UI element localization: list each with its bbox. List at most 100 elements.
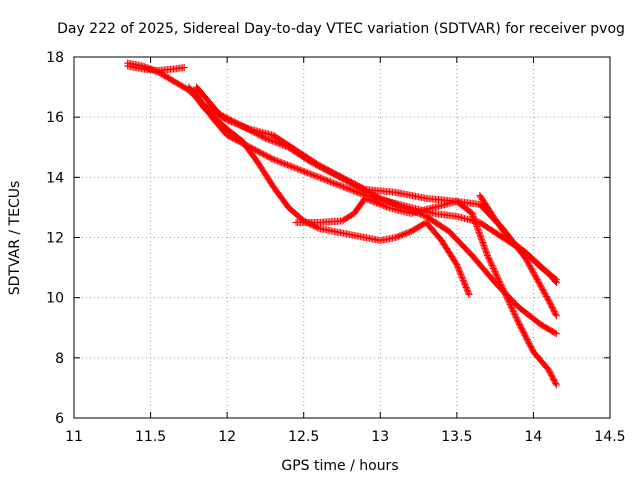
data-point [456, 269, 464, 277]
data-point [501, 289, 509, 297]
data-point [375, 200, 383, 208]
data-point [331, 180, 339, 188]
data-point [376, 194, 384, 202]
data-point [322, 176, 330, 184]
data-point [479, 240, 487, 248]
data-point [338, 182, 346, 190]
data-point [481, 246, 489, 254]
data-point [493, 272, 501, 280]
data-point [503, 293, 511, 301]
data-point [457, 271, 465, 279]
data-point [488, 262, 496, 270]
data-point [511, 311, 519, 319]
data-point [551, 275, 559, 283]
data-point [454, 263, 462, 271]
data-point [372, 199, 380, 207]
series-arc-5 [193, 83, 560, 338]
x-tick-label: 11.5 [135, 429, 166, 445]
data-point [357, 190, 365, 198]
series-arc-7 [476, 191, 560, 284]
data-points [124, 59, 560, 389]
data-point [316, 174, 324, 182]
data-point [551, 329, 559, 337]
y-tick-label: 14 [46, 170, 64, 186]
y-axis-label: SDTVAR / TECUs [7, 181, 23, 296]
grid [74, 57, 610, 418]
data-point [289, 163, 297, 171]
data-point [507, 302, 515, 310]
y-tick-label: 18 [46, 50, 64, 66]
data-point [481, 244, 489, 252]
data-point [299, 167, 307, 175]
data-point [337, 182, 345, 190]
data-point [508, 305, 516, 313]
data-point [460, 279, 468, 287]
data-point [311, 172, 319, 180]
data-point [358, 190, 366, 198]
data-point [552, 330, 560, 338]
data-point [475, 227, 483, 235]
data-point [386, 198, 394, 206]
data-point [469, 212, 477, 220]
data-point [296, 166, 304, 174]
data-point [468, 209, 476, 217]
data-point [276, 140, 284, 148]
data-point [345, 185, 353, 193]
data-point [552, 312, 560, 320]
data-point [496, 279, 504, 287]
data-point [295, 165, 303, 173]
data-point [389, 199, 397, 207]
y-tick-label: 16 [46, 110, 64, 126]
y-axis: 6 8 10 12 14 16 18 [46, 50, 610, 427]
data-point [487, 259, 495, 267]
data-point [456, 268, 464, 276]
data-point [355, 189, 363, 197]
data-point [473, 224, 481, 232]
data-point [368, 197, 376, 205]
data-point [497, 280, 505, 288]
data-point [264, 135, 272, 143]
data-point [472, 221, 480, 229]
data-point [273, 157, 281, 165]
x-tick-label: 13.5 [441, 429, 472, 445]
series-arc-4 [189, 86, 560, 287]
data-point [455, 266, 463, 274]
data-point [304, 169, 312, 177]
data-point [361, 194, 369, 202]
data-point [378, 195, 386, 203]
data-point [483, 250, 491, 258]
data-point [279, 159, 287, 167]
data-point [279, 141, 287, 149]
data-point [455, 265, 463, 273]
data-point [271, 156, 279, 164]
data-point [552, 276, 560, 284]
data-point [318, 174, 326, 182]
data-point [309, 171, 317, 179]
data-point [327, 178, 335, 186]
data-point [385, 198, 393, 206]
data-point [495, 277, 503, 285]
data-point [463, 286, 471, 294]
data-point [485, 254, 493, 262]
data-point [378, 201, 386, 209]
data-point [379, 196, 387, 204]
y-tick-label: 10 [46, 291, 64, 307]
data-point [266, 136, 274, 144]
data-point [382, 197, 390, 205]
x-tick-label: 14.5 [594, 429, 625, 445]
data-point [308, 171, 316, 179]
data-point [510, 309, 518, 317]
data-point [276, 158, 284, 166]
data-point [282, 160, 290, 168]
data-point [509, 308, 517, 316]
data-point [349, 187, 357, 195]
data-point [391, 200, 399, 208]
data-point [277, 140, 285, 148]
data-point [471, 218, 479, 226]
data-point [477, 234, 485, 242]
data-point [480, 241, 488, 249]
data-point [472, 220, 480, 228]
data-point [552, 310, 560, 318]
data-point [275, 158, 283, 166]
